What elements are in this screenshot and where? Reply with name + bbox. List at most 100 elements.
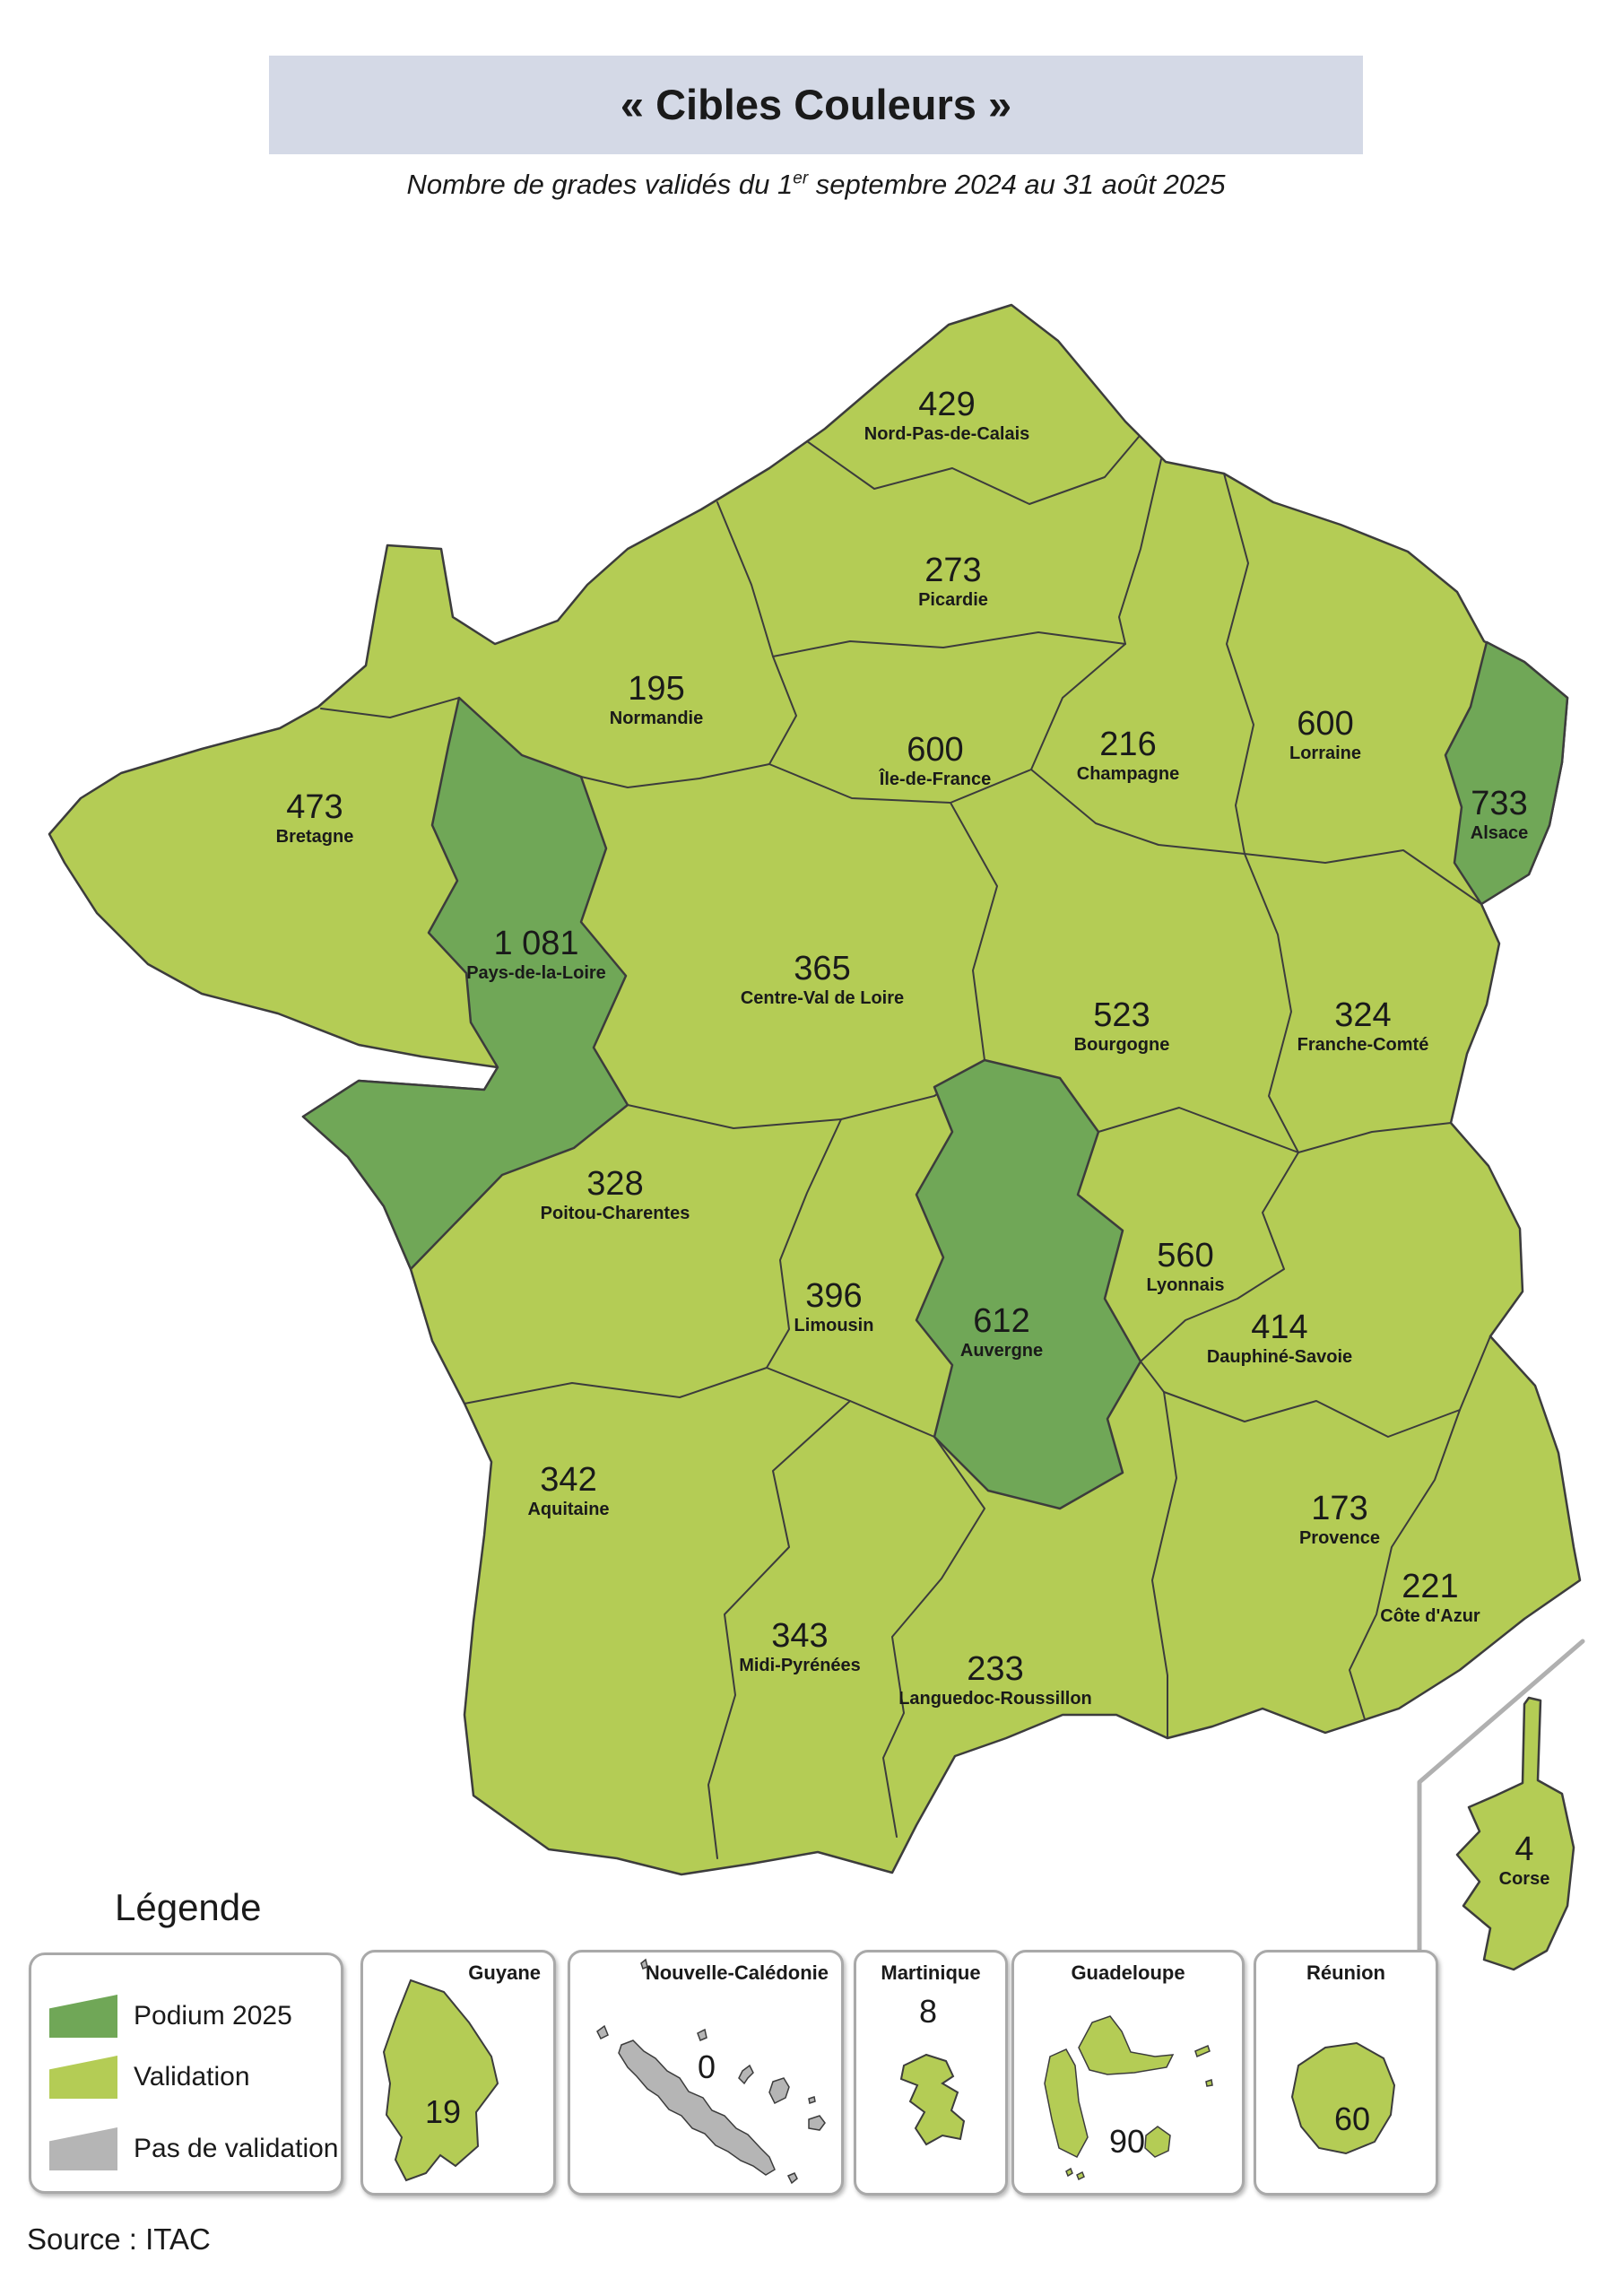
region-value: 328 — [586, 1165, 644, 1203]
region-value: 612 — [973, 1302, 1030, 1340]
podium-color-swatch — [49, 1995, 117, 2038]
region-value: 221 — [1402, 1568, 1459, 1605]
subtitle-prefix: Nombre de grades validés du 1 — [406, 169, 794, 200]
overseas-value: 19 — [424, 2093, 462, 2130]
reunion-island-shape — [1290, 2041, 1396, 2155]
overseas-name: Martinique — [881, 1961, 981, 1984]
region-value: 273 — [924, 552, 982, 589]
region-label: 396 Limousin — [794, 1277, 874, 1336]
region-name: Auvergne — [959, 1341, 1044, 1361]
legend-item-label: Pas de validation — [134, 2134, 339, 2163]
region-name: Île-de-France — [879, 770, 992, 789]
guadeloupe-island-shape — [1044, 2015, 1213, 2181]
corse-separator-line — [1417, 1639, 1585, 1958]
source-text: Source : ITAC — [27, 2222, 211, 2256]
region-value: 396 — [805, 1277, 863, 1315]
region-value: 195 — [628, 670, 685, 708]
subtitle-suffix: septembre 2024 au 31 août 2025 — [808, 169, 1226, 200]
region-shape-pays-de-la-loire — [301, 696, 629, 1271]
legend-item-label: Validation — [134, 2062, 250, 2092]
region-name: Languedoc-Roussillon — [898, 1689, 1092, 1709]
region-label: 233 Languedoc-Roussillon — [898, 1650, 1092, 1709]
overseas-name: Nouvelle-Calédonie — [645, 1961, 829, 1984]
legend-item-no-validation: Pas de validation — [49, 2127, 339, 2170]
region-value: 4 — [1515, 1831, 1534, 1868]
martinique-island-shape — [899, 2053, 966, 2146]
region-value: 1 081 — [493, 925, 579, 962]
region-shape-auvergne — [915, 1058, 1142, 1510]
overseas-box-nouvelle-caledonie: Nouvelle-Calédonie 0 — [568, 1950, 844, 2196]
region-shape-alsace — [1444, 640, 1569, 906]
region-name: Champagne — [1076, 764, 1180, 784]
region-label: 342 Aquitaine — [527, 1461, 609, 1520]
region-label: 612 Auvergne — [960, 1302, 1043, 1361]
region-name: Bourgogne — [1073, 1035, 1170, 1055]
region-name: Poitou-Charentes — [540, 1204, 690, 1223]
region-value: 216 — [1099, 726, 1157, 763]
legend-item-validation: Validation — [49, 2056, 250, 2099]
title-box: « Cibles Couleurs » — [269, 56, 1363, 154]
region-value: 342 — [540, 1461, 597, 1499]
subtitle-superscript: er — [793, 169, 809, 188]
region-name: Bretagne — [275, 827, 354, 847]
region-value: 600 — [907, 731, 964, 769]
region-name: Alsace — [1470, 823, 1529, 843]
region-borders — [320, 436, 1491, 1859]
region-name: Lyonnais — [1146, 1275, 1225, 1295]
region-label: 221 Côte d'Azur — [1380, 1568, 1480, 1627]
overseas-value: 8 — [918, 1993, 938, 2030]
overseas-name: Réunion — [1306, 1961, 1385, 1984]
region-value: 429 — [918, 386, 976, 423]
region-label: 600 Lorraine — [1289, 705, 1361, 764]
region-name: Nord-Pas-de-Calais — [864, 424, 1030, 444]
overseas-box-guadeloupe: Guadeloupe 90 — [1011, 1950, 1245, 2196]
region-label: 328 Poitou-Charentes — [541, 1165, 690, 1224]
region-value: 733 — [1471, 785, 1528, 822]
region-name: Franche-Comté — [1297, 1035, 1429, 1055]
overseas-box-martinique: Martinique 8 — [854, 1950, 1008, 2196]
no-validation-color-swatch — [49, 2127, 117, 2170]
region-label: 173 Provence — [1299, 1490, 1380, 1549]
region-value: 414 — [1251, 1309, 1308, 1346]
region-label: 216 Champagne — [1077, 726, 1179, 785]
region-name: Dauphiné-Savoie — [1206, 1347, 1353, 1367]
overseas-value: 60 — [1333, 2100, 1371, 2137]
region-label: 473 Bretagne — [276, 788, 354, 848]
region-label: 560 Lyonnais — [1146, 1237, 1224, 1296]
legend-item-label: Podium 2025 — [134, 2001, 292, 2031]
region-name: Midi-Pyrénées — [739, 1656, 861, 1675]
region-value: 473 — [286, 788, 343, 826]
legend-title: Légende — [115, 1886, 262, 1928]
region-name: Pays-de-la-Loire — [466, 963, 606, 983]
region-name: Côte d'Azur — [1380, 1606, 1480, 1626]
region-label: 523 Bourgogne — [1074, 996, 1170, 1056]
region-name: Picardie — [918, 590, 988, 610]
region-label: 365 Centre-Val de Loire — [741, 950, 904, 1009]
region-value: 233 — [967, 1650, 1024, 1688]
region-shape-corse — [1455, 1696, 1575, 1971]
region-value: 324 — [1334, 996, 1392, 1034]
legend-box: Podium 2025 Validation Pas de validation — [29, 1952, 343, 2194]
region-value: 600 — [1297, 705, 1354, 743]
region-label: 4 Corse — [1499, 1831, 1550, 1890]
region-label: 343 Midi-Pyrénées — [739, 1617, 861, 1676]
region-label: 1 081 Pays-de-la-Loire — [466, 925, 606, 984]
overseas-name: Guadeloupe — [1071, 1961, 1185, 1984]
guyane-island-shape — [382, 1979, 499, 2182]
validation-color-swatch — [49, 2056, 117, 2099]
region-label: 429 Nord-Pas-de-Calais — [864, 386, 1030, 445]
region-name: Corse — [1498, 1869, 1550, 1889]
region-label: 195 Normandie — [610, 670, 703, 729]
region-label: 733 Alsace — [1471, 785, 1529, 844]
region-name: Limousin — [794, 1316, 874, 1335]
region-value: 173 — [1311, 1490, 1368, 1527]
region-label: 273 Picardie — [918, 552, 988, 611]
nouvelle-caledonie-island-shape — [596, 1958, 826, 2185]
region-label: 414 Dauphiné-Savoie — [1207, 1309, 1352, 1368]
region-value: 523 — [1093, 996, 1150, 1034]
overseas-box-reunion: Réunion 60 — [1254, 1950, 1438, 2196]
legend-item-podium: Podium 2025 — [49, 1995, 292, 2038]
region-label: 324 Franche-Comté — [1298, 996, 1429, 1056]
